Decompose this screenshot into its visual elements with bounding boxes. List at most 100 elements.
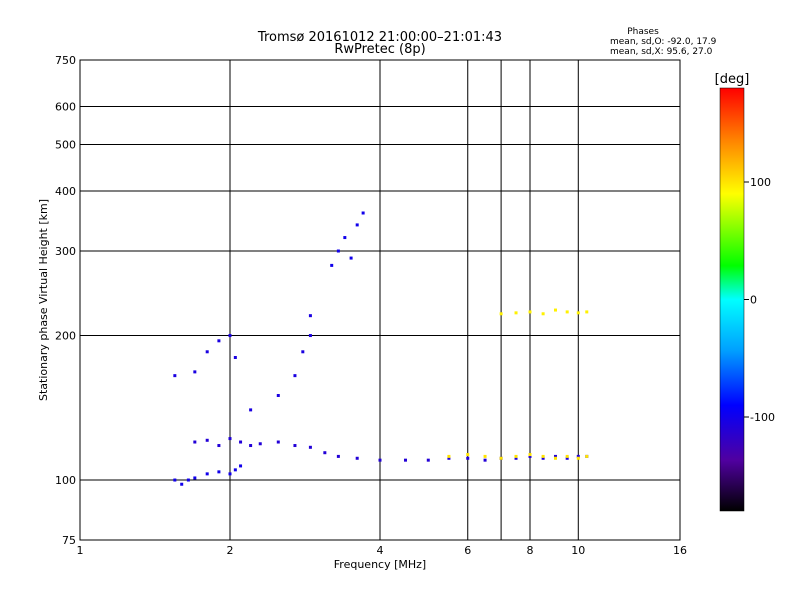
data-point (541, 312, 545, 316)
data-point (276, 440, 280, 444)
data-point (308, 314, 312, 318)
colorbar-label: [deg] (715, 72, 750, 87)
y-tick-label: 500 (55, 139, 76, 152)
data-point (233, 355, 237, 359)
x-tick-label: 1 (77, 544, 84, 557)
y-tick-label: 600 (55, 101, 76, 114)
data-point (336, 454, 340, 458)
data-point (514, 454, 518, 458)
x-tick-label: 2 (227, 544, 234, 557)
y-tick-label: 75 (62, 534, 76, 547)
data-point (173, 374, 177, 378)
data-point (228, 334, 232, 338)
y-tick-label: 300 (55, 245, 76, 258)
colorbar-tick-label: 0 (750, 294, 757, 307)
data-point (553, 454, 557, 458)
chart-subtitle: RwPretec (8p) (334, 42, 425, 57)
data-point (355, 456, 359, 460)
data-point (217, 470, 221, 474)
data-point (239, 464, 243, 468)
data-point (541, 456, 545, 460)
data-point (403, 458, 407, 462)
x-tick-label: 4 (377, 544, 384, 557)
data-point (565, 456, 569, 460)
stats-heading: Phases (627, 27, 659, 37)
data-point (378, 458, 382, 462)
data-point (186, 478, 190, 482)
data-point (193, 476, 197, 480)
data-point (217, 444, 221, 448)
data-point (249, 444, 253, 448)
y-axis-label: Stationary phase Virtual Height [km] (37, 199, 50, 401)
data-point (483, 454, 487, 458)
data-point (565, 454, 569, 458)
data-point (447, 454, 451, 458)
y-tick-label: 750 (55, 54, 76, 67)
data-point (308, 334, 312, 338)
data-point (180, 482, 184, 486)
x-tick-label: 8 (527, 544, 534, 557)
data-point (323, 451, 327, 455)
data-point (565, 310, 569, 314)
data-point (499, 456, 503, 460)
plot-frame (79, 59, 681, 541)
data-point (528, 454, 532, 458)
data-point (258, 442, 262, 446)
data-point (228, 472, 232, 476)
data-point (447, 456, 451, 460)
data-point (528, 453, 532, 457)
y-tick-label: 400 (55, 185, 76, 198)
data-point (330, 263, 334, 267)
colorbar-tick-label: -100 (750, 411, 775, 424)
data-point (349, 256, 353, 260)
chart-title: Tromsø 20161012 21:00:00–21:01:43 (257, 30, 502, 45)
data-point (293, 444, 297, 448)
data-point (585, 454, 589, 458)
data-point (553, 456, 557, 460)
data-point (249, 408, 253, 412)
data-point (239, 440, 243, 444)
data-point (293, 374, 297, 378)
stats-line-o: mean, sd,O: -92.0, 17.9 (610, 37, 717, 47)
data-point (466, 456, 470, 460)
data-point (528, 310, 532, 314)
x-axis-label: Frequency [MHz] (334, 558, 426, 571)
data-point (576, 311, 580, 315)
data-point (343, 236, 347, 240)
data-point (576, 454, 580, 458)
data-point (193, 440, 197, 444)
colorbar-tick-label: 100 (750, 176, 771, 189)
data-point (541, 454, 545, 458)
data-point (276, 394, 280, 398)
data-point (426, 458, 430, 462)
data-point (233, 468, 237, 472)
data-point (355, 223, 359, 227)
data-point (193, 370, 197, 374)
data-point (514, 456, 518, 460)
data-point (361, 211, 365, 215)
gridlines (80, 60, 680, 540)
data-point (217, 339, 221, 343)
x-tick-label: 16 (673, 544, 687, 557)
data-point (483, 458, 487, 462)
data-point (228, 437, 232, 441)
data-points (173, 211, 589, 486)
x-tick-label: 10 (571, 544, 585, 557)
data-point (308, 445, 312, 449)
data-point (205, 472, 209, 476)
axes: 1 2 4 6 8 10 16 75 100 200 300 400 500 600 750 (55, 54, 687, 557)
data-point (514, 311, 518, 315)
x-tick-label: 6 (464, 544, 471, 557)
data-point (585, 310, 589, 314)
data-point (499, 312, 503, 316)
y-tick-label: 100 (55, 474, 76, 487)
colorbar-ticks: 100 0 -100 (744, 176, 775, 424)
y-tick-label: 200 (55, 330, 76, 343)
data-point (576, 456, 580, 460)
colorbar (719, 87, 745, 512)
data-point (301, 350, 305, 354)
data-point (205, 438, 209, 442)
data-point (336, 249, 340, 253)
data-point (466, 453, 470, 457)
